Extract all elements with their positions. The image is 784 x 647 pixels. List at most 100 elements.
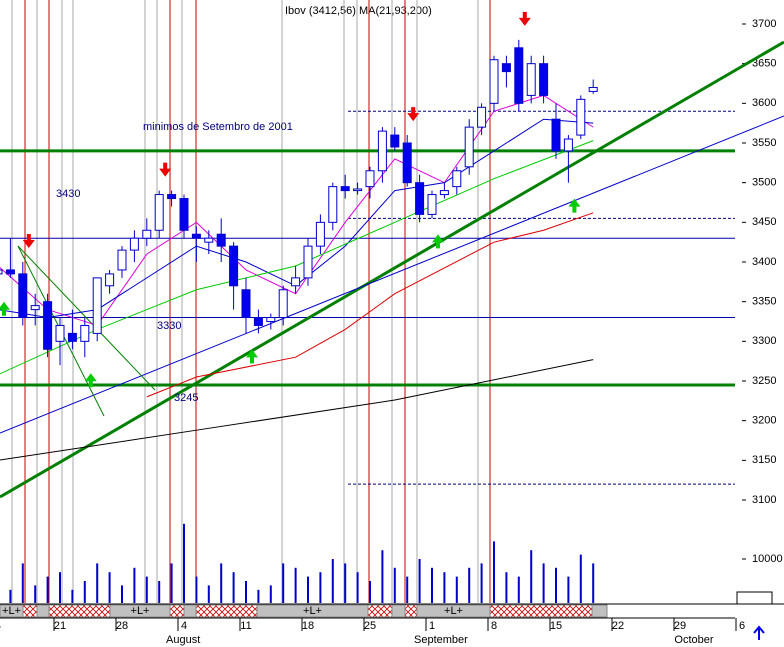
y-tick-label: 3350	[752, 296, 776, 308]
x-tick-label: 25	[364, 620, 376, 632]
strip-segment	[36, 604, 50, 618]
candle-body	[315, 221, 325, 247]
y-tick-label: 3200	[752, 415, 776, 427]
chart-title: Ibov (3412,56) MA(21,93,200)	[285, 5, 432, 17]
buy-arrow	[84, 373, 97, 388]
candle-body	[241, 289, 251, 319]
candle-body	[303, 245, 313, 279]
candle-body	[563, 138, 573, 152]
strip-segment	[591, 604, 608, 618]
candle-body	[464, 126, 474, 168]
strip-segment	[195, 604, 258, 618]
moving-average	[146, 212, 594, 398]
annotation: 3245	[174, 392, 198, 404]
trendline	[0, 40, 784, 499]
strip-label: +L+	[2, 605, 21, 617]
candle-body	[402, 142, 412, 184]
strip-segment	[48, 604, 111, 618]
y-tick-label: 3400	[752, 256, 776, 268]
candle-body	[526, 63, 536, 96]
candle-body	[576, 98, 586, 136]
month-label: September	[414, 634, 468, 646]
strip-segment	[489, 604, 593, 618]
y-tick-label: 3250	[752, 375, 776, 387]
moving-average	[0, 359, 594, 461]
moving-average	[0, 94, 594, 327]
strip-segment	[22, 604, 38, 618]
x-tick-label: 11	[240, 620, 251, 632]
sell-arrow	[22, 234, 35, 248]
candle-body	[390, 134, 400, 148]
x-tick-label: 22	[612, 620, 624, 632]
x-tick-label: 18	[302, 620, 314, 632]
candle-body	[18, 273, 28, 319]
strip-label: +L+	[444, 605, 463, 617]
buy-arrow	[568, 198, 581, 213]
x-tick-label: 4	[0, 620, 1, 632]
y-tick-label: 3500	[752, 177, 776, 189]
y-tick-label: 3150	[752, 454, 776, 466]
scroll-box[interactable]	[736, 591, 773, 605]
buy-arrow	[246, 349, 258, 364]
y-tick-label: 3450	[752, 216, 776, 228]
candle-body	[80, 324, 90, 342]
candle-body	[439, 190, 449, 196]
buy-arrow	[432, 234, 444, 249]
candle-body	[30, 305, 40, 311]
candle-body	[229, 245, 239, 287]
strip-segment	[391, 604, 406, 618]
candle-body	[415, 182, 425, 215]
candle-body	[477, 106, 487, 128]
candle-body	[266, 317, 276, 322]
x-tick-label: 29	[674, 620, 686, 632]
candle-body	[452, 170, 462, 188]
candle-body	[142, 229, 152, 239]
volume-tick-label: 10000	[752, 553, 783, 565]
candle-body	[204, 237, 214, 243]
x-tick-label: 1	[429, 620, 435, 632]
candle-body	[105, 273, 115, 287]
candle-body	[427, 194, 437, 215]
candle-body	[365, 170, 375, 188]
x-tick-label: 28	[116, 620, 128, 632]
annotation: 3330	[157, 320, 181, 332]
x-tick-label: 8	[491, 620, 497, 632]
strip-segment	[169, 604, 185, 618]
strip-label: +L+	[303, 605, 322, 617]
candle-body	[291, 277, 301, 287]
x-tick-label: 21	[54, 620, 66, 632]
candle-body	[179, 198, 189, 231]
strip-segment	[404, 604, 418, 618]
annotation: minimos de Setembro de 2001	[143, 121, 293, 133]
y-tick-label: 3600	[752, 97, 776, 109]
candle-body	[514, 47, 524, 104]
scroll-arrow[interactable]	[753, 625, 765, 640]
candle-body	[253, 317, 263, 326]
candle-body	[539, 63, 549, 96]
candle-body	[328, 186, 338, 223]
candle-body	[278, 289, 288, 319]
candle-body	[154, 194, 164, 231]
sell-arrow	[518, 11, 531, 26]
y-tick-label: 3100	[752, 494, 776, 506]
trendline	[17, 245, 156, 391]
candle-body	[191, 233, 201, 239]
candle-body	[92, 277, 102, 334]
candle-body	[117, 249, 127, 271]
candle-body	[0, 269, 3, 275]
candle-body	[489, 59, 499, 104]
candle-body	[167, 194, 177, 200]
candle-body	[5, 269, 15, 275]
x-tick-label: 15	[550, 620, 562, 632]
y-tick-label: 3650	[752, 58, 776, 70]
candle-body	[216, 233, 226, 247]
strip-segment	[367, 604, 393, 618]
strip-label: +L+	[131, 605, 150, 617]
x-tick-label: 6	[739, 620, 745, 632]
sell-arrow	[159, 162, 172, 177]
buy-arrow	[0, 301, 10, 316]
x-tick-label: 4	[181, 620, 187, 632]
candle-body	[67, 332, 77, 342]
candle-body	[377, 130, 387, 172]
